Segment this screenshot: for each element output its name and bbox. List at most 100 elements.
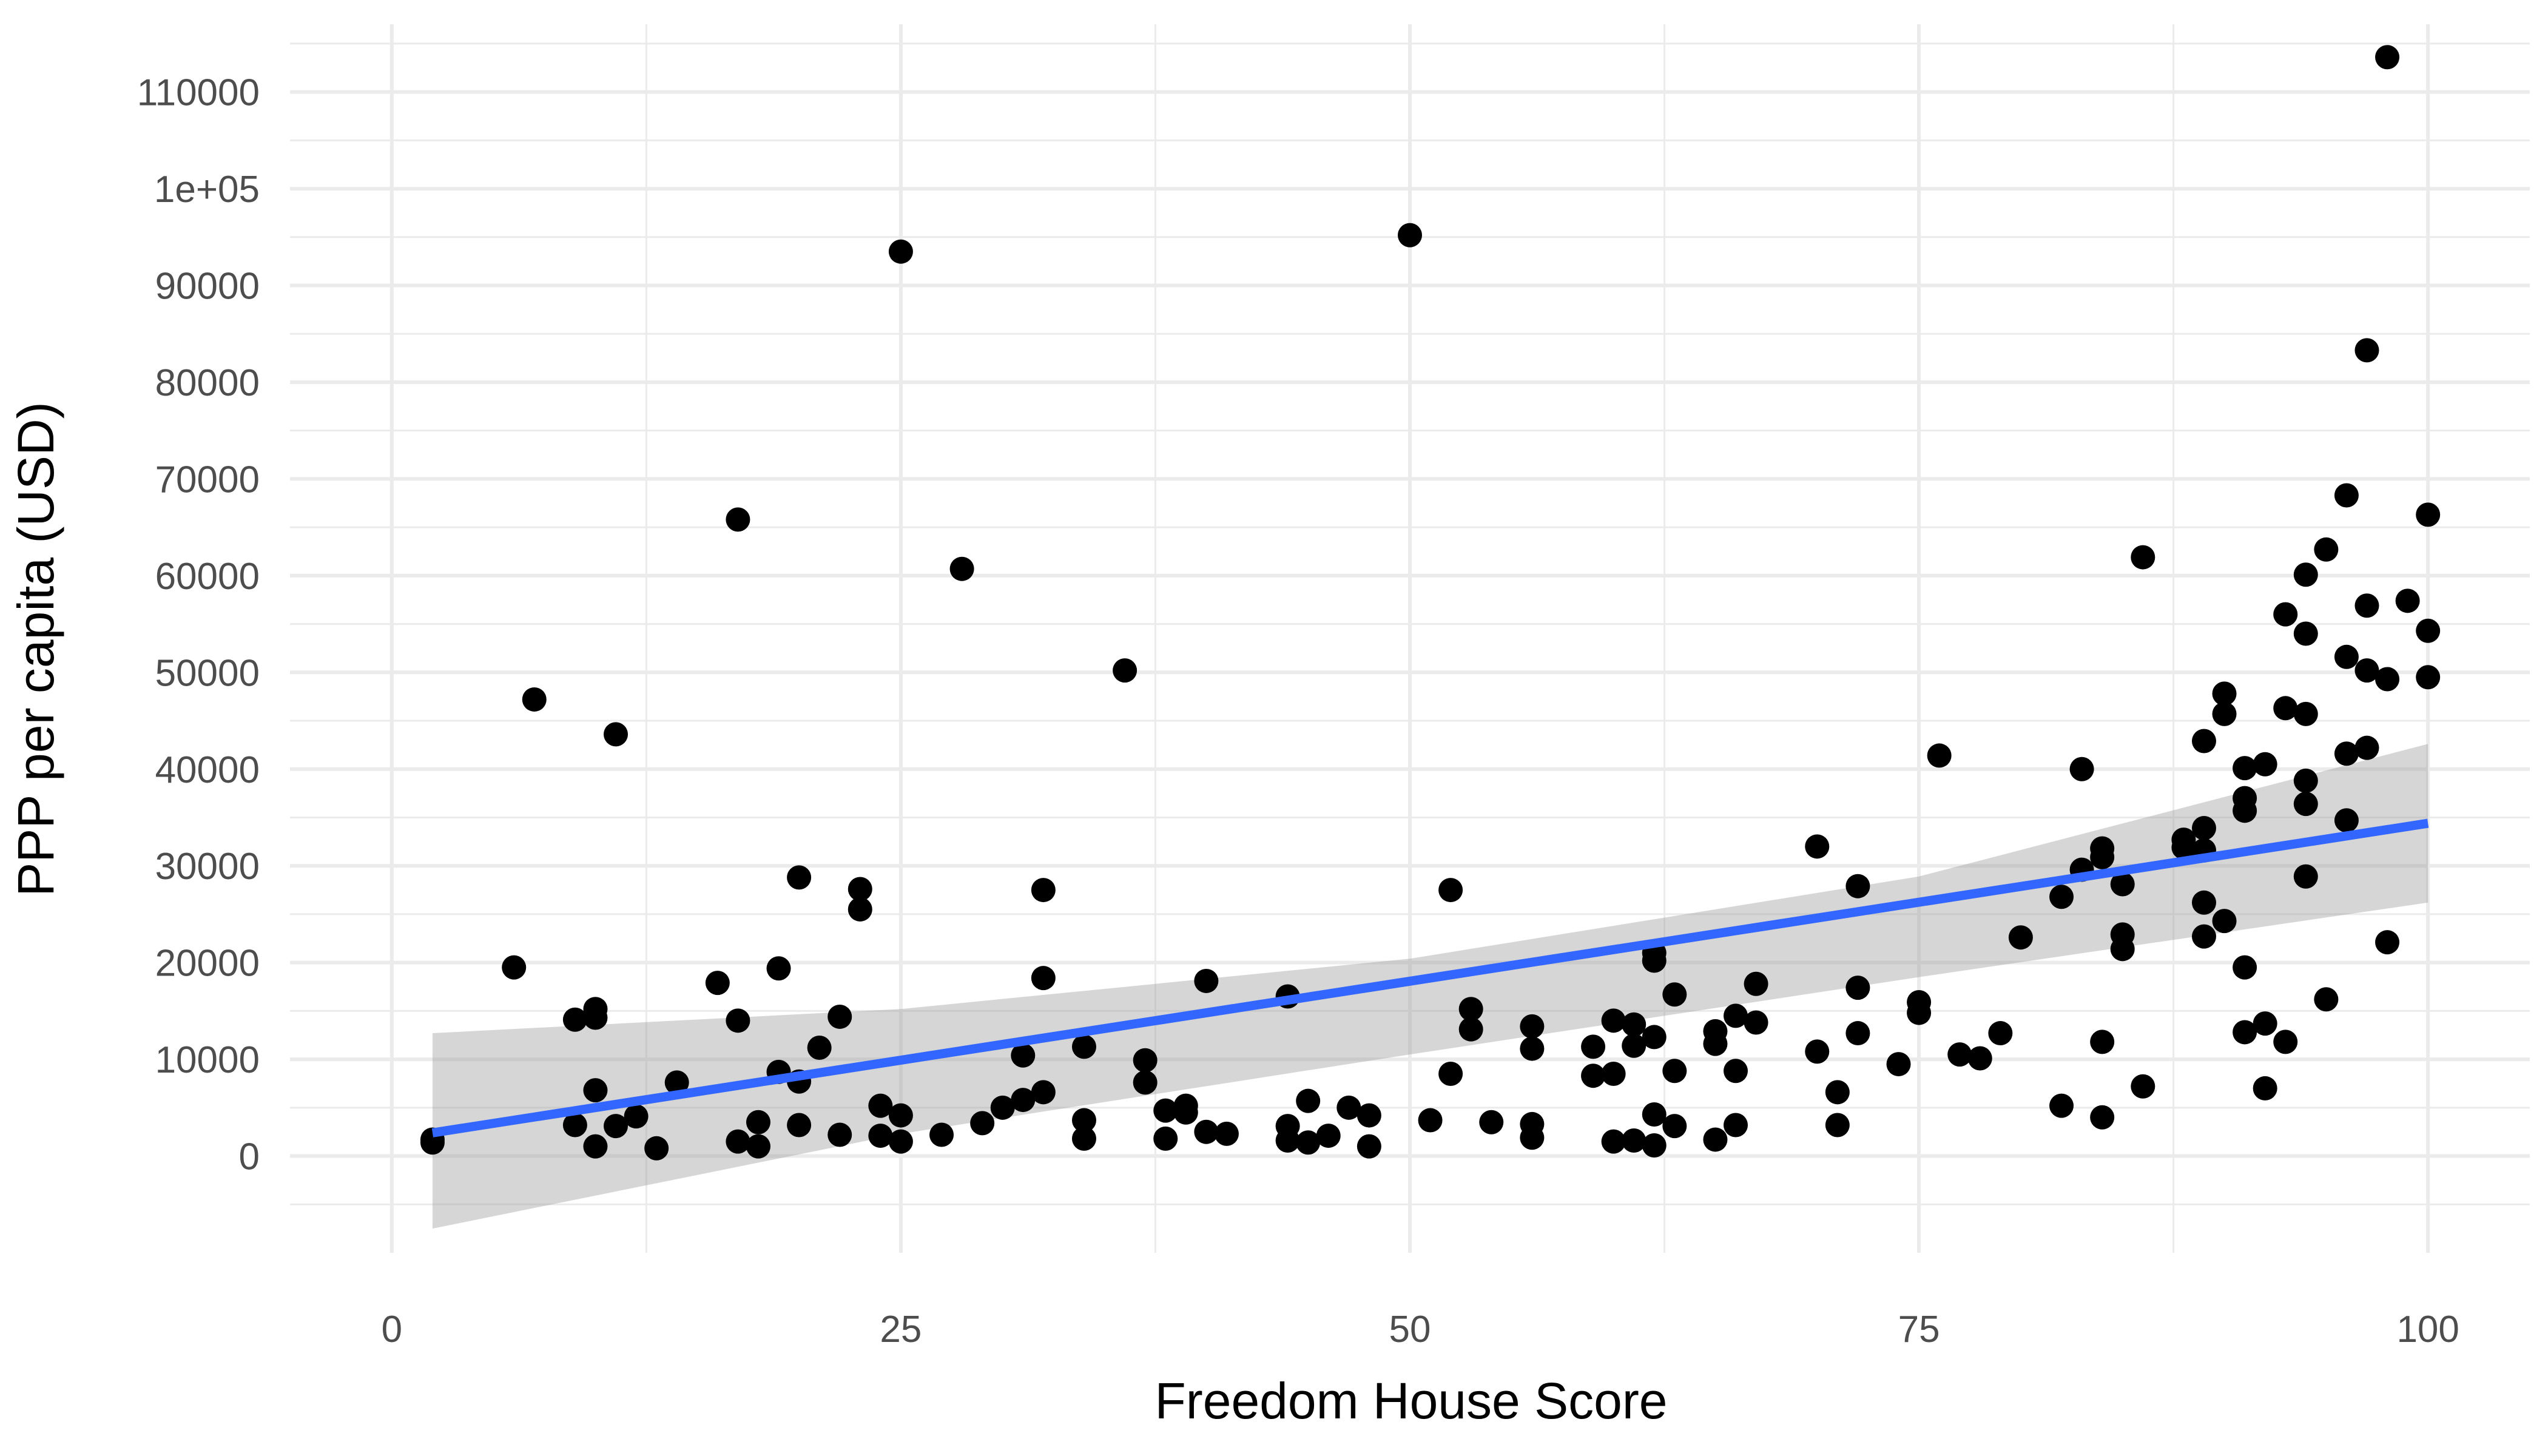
data-point — [1520, 1036, 1545, 1061]
data-point — [1438, 1062, 1463, 1087]
data-point — [583, 1078, 608, 1103]
data-point — [1622, 1128, 1646, 1153]
data-point — [2273, 602, 2298, 627]
data-point — [2375, 667, 2400, 692]
confidence-band — [432, 744, 2428, 1229]
data-point — [1805, 1039, 1830, 1064]
y-tick-label: 10000 — [155, 1039, 260, 1081]
fit-line — [431, 818, 2429, 1138]
data-point — [2008, 925, 2033, 950]
data-point — [888, 1129, 913, 1154]
data-point — [1479, 1110, 1504, 1134]
data-point — [1907, 1000, 1932, 1025]
data-point — [2212, 701, 2237, 726]
data-point — [726, 1129, 750, 1154]
data-point — [1845, 874, 1870, 898]
data-point — [1703, 1031, 1728, 1056]
x-tick-label: 75 — [1898, 1309, 1940, 1350]
data-point — [2253, 1076, 2277, 1100]
data-point — [2354, 735, 2379, 760]
data-point — [1031, 966, 1056, 991]
data-point — [2110, 872, 2135, 897]
data-point — [827, 1122, 852, 1147]
data-point — [1071, 1034, 1096, 1059]
data-point — [1031, 1080, 1056, 1105]
data-point — [2090, 844, 2115, 869]
data-point — [1947, 1042, 1972, 1067]
data-point — [1662, 1059, 1687, 1084]
data-point — [1194, 968, 1219, 993]
data-point — [1011, 1043, 1036, 1068]
data-point — [2375, 45, 2400, 70]
data-point — [2354, 593, 2379, 618]
data-point — [766, 956, 791, 981]
data-point — [2293, 621, 2318, 646]
data-point — [2354, 658, 2379, 683]
y-tick-label: 0 — [239, 1136, 260, 1178]
data-point — [1275, 1128, 1300, 1153]
data-point — [888, 1103, 913, 1128]
data-point — [2069, 757, 2094, 781]
data-point — [949, 556, 974, 581]
data-point — [2131, 1074, 2155, 1099]
data-point — [2110, 937, 2135, 962]
data-point — [1805, 834, 1830, 859]
data-point — [562, 1007, 587, 1032]
data-point — [2314, 987, 2339, 1012]
y-tick-label: 20000 — [155, 943, 260, 985]
data-point — [2293, 768, 2318, 793]
data-point — [746, 1134, 770, 1159]
data-point — [2253, 752, 2277, 777]
data-point — [746, 1110, 770, 1134]
regression-line — [431, 818, 2429, 1138]
data-point — [888, 239, 913, 264]
data-point — [1662, 1114, 1687, 1139]
y-tick-labels: 0 10000 20000 30000 40000 50000 60000 70000 8000… — [137, 72, 260, 1178]
data-point — [1458, 997, 1483, 1022]
data-point — [2334, 808, 2359, 833]
data-point — [1153, 1098, 1178, 1123]
data-point — [1031, 878, 1056, 903]
data-point — [848, 897, 872, 922]
data-point — [2416, 665, 2441, 690]
data-point — [1296, 1130, 1321, 1155]
data-point — [2416, 618, 2441, 643]
data-point — [1316, 1124, 1341, 1148]
data-point — [929, 1122, 954, 1147]
data-point — [2191, 729, 2216, 753]
data-point — [522, 687, 547, 712]
data-point — [502, 955, 527, 980]
data-point — [1967, 1046, 1992, 1071]
data-point — [1194, 1119, 1219, 1144]
data-point — [583, 1134, 608, 1159]
data-point — [1845, 976, 1870, 1000]
data-point — [2131, 545, 2155, 570]
y-tick-label: 30000 — [155, 846, 260, 888]
data-point — [1133, 1048, 1158, 1073]
data-point — [1296, 1088, 1321, 1113]
data-point — [2233, 955, 2257, 980]
data-point — [1744, 1010, 1768, 1035]
data-point — [827, 1004, 852, 1029]
confidence-band-area — [432, 744, 2428, 1229]
data-point — [1520, 1125, 1545, 1150]
data-point — [1601, 1062, 1626, 1087]
data-point — [2273, 1030, 2298, 1054]
data-point — [726, 507, 750, 532]
data-point — [1662, 982, 1687, 1007]
data-point — [1357, 1134, 1381, 1159]
data-point — [2253, 1011, 2277, 1036]
data-point — [1845, 1021, 1870, 1046]
y-tick-label: 60000 — [155, 556, 260, 598]
data-point — [990, 1095, 1015, 1120]
data-point — [2233, 798, 2257, 823]
data-point — [2090, 1105, 2115, 1130]
x-tick-label: 100 — [2396, 1309, 2459, 1350]
data-point — [1458, 1017, 1483, 1042]
data-point — [2354, 338, 2379, 363]
data-point — [2191, 924, 2216, 949]
y-tick-label: 80000 — [155, 362, 260, 404]
data-point — [1724, 1059, 1748, 1084]
data-point — [2375, 930, 2400, 955]
